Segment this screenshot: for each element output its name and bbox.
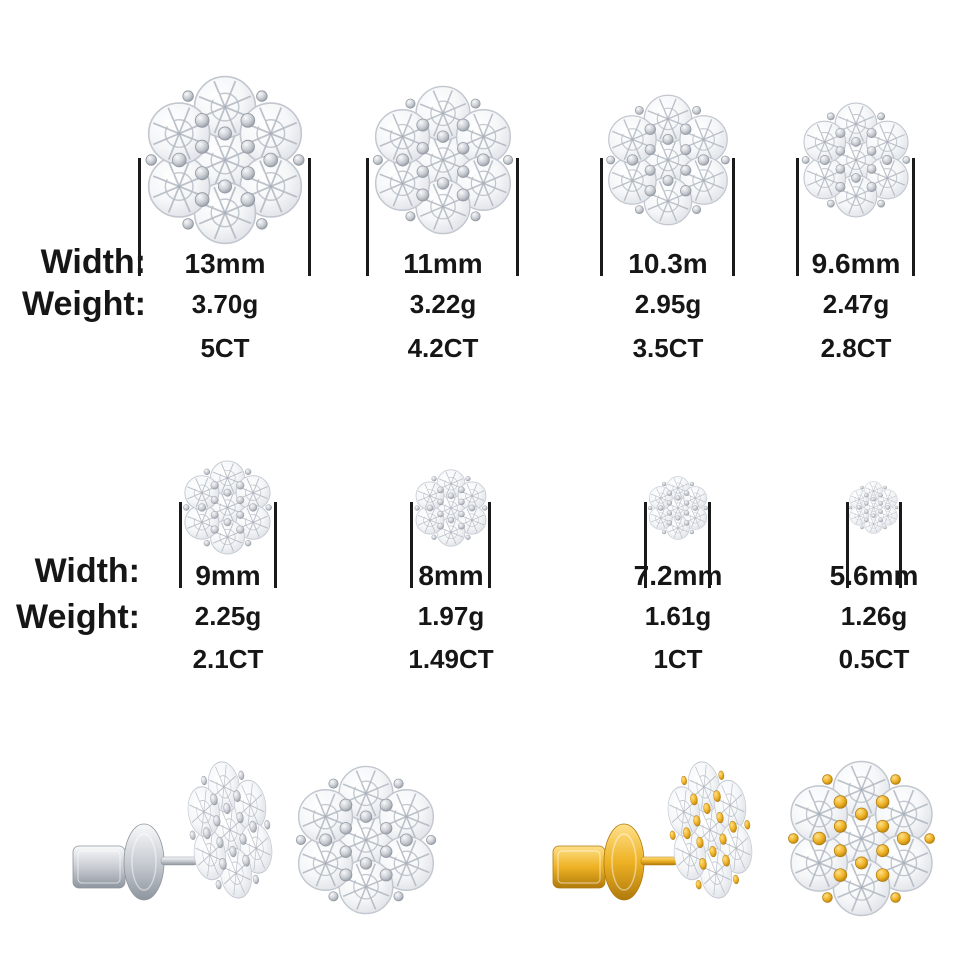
measure-bar-right bbox=[912, 158, 915, 276]
measure-bar-left bbox=[366, 158, 369, 276]
weight-value: 1.97g bbox=[417, 601, 485, 631]
earring-front-photo bbox=[646, 476, 710, 540]
earring-front-photo bbox=[412, 469, 490, 547]
earring-front-photo bbox=[368, 85, 518, 235]
width-value: 10.3m bbox=[628, 248, 708, 279]
earring-front-photo bbox=[180, 460, 275, 555]
width-value: 8mm bbox=[418, 560, 484, 591]
row2-weight-label: Weight: bbox=[15, 598, 140, 636]
carat-value: 4.2CT bbox=[407, 333, 479, 363]
weight-value: 2.25g bbox=[194, 601, 262, 631]
measure-bar-left bbox=[138, 158, 141, 276]
measure-bar-right bbox=[732, 158, 735, 276]
width-value: 9.6mm bbox=[811, 248, 901, 279]
row1-weight-label: Weight: bbox=[21, 285, 146, 323]
measure-bar-left bbox=[796, 158, 799, 276]
measure-bar-left bbox=[846, 502, 849, 588]
weight-value: 2.47g bbox=[822, 289, 890, 319]
row1-width-label: Width: bbox=[40, 243, 146, 281]
measure-bar-right bbox=[308, 158, 311, 276]
carat-value: 5CT bbox=[200, 333, 250, 363]
earring-front-photo bbox=[798, 102, 914, 218]
width-value: 13mm bbox=[184, 248, 266, 279]
earring-front-photo bbox=[602, 94, 734, 226]
measure-bar-right bbox=[488, 502, 491, 588]
width-value: 7.2mm bbox=[633, 560, 723, 591]
width-value: 5.6mm bbox=[829, 560, 919, 591]
silver-pair-front-photo bbox=[291, 765, 441, 915]
carat-value: 2.1CT bbox=[192, 644, 264, 674]
carat-value: 1.49CT bbox=[408, 644, 494, 674]
weight-value: 3.22g bbox=[409, 289, 477, 319]
carat-value: 1CT bbox=[653, 644, 703, 674]
carat-value: 0.5CT bbox=[838, 644, 910, 674]
measure-bar-left bbox=[644, 502, 647, 588]
carat-value: 3.5CT bbox=[632, 333, 704, 363]
gold-pair-front-photo bbox=[783, 760, 940, 917]
carat-value: 2.8CT bbox=[820, 333, 892, 363]
weight-value: 1.26g bbox=[840, 601, 908, 631]
measure-bar-left bbox=[179, 502, 182, 588]
width-value: 11mm bbox=[403, 248, 483, 279]
measure-bar-right bbox=[899, 502, 902, 588]
earring-front-photo bbox=[140, 75, 310, 245]
measure-bar-right bbox=[516, 158, 519, 276]
weight-value: 2.95g bbox=[634, 289, 702, 319]
silver-pair-side-photo bbox=[63, 742, 288, 918]
row2-width-label: Width: bbox=[34, 552, 140, 590]
weight-value: 3.70g bbox=[191, 289, 259, 319]
measure-bar-left bbox=[600, 158, 603, 276]
earring-front-photo bbox=[847, 481, 900, 534]
measure-bar-left bbox=[410, 502, 413, 588]
measure-bar-right bbox=[708, 502, 711, 588]
width-value: 9mm bbox=[195, 560, 261, 591]
weight-value: 1.61g bbox=[644, 601, 712, 631]
measure-bar-right bbox=[274, 502, 277, 588]
gold-pair-side-photo bbox=[543, 742, 768, 918]
